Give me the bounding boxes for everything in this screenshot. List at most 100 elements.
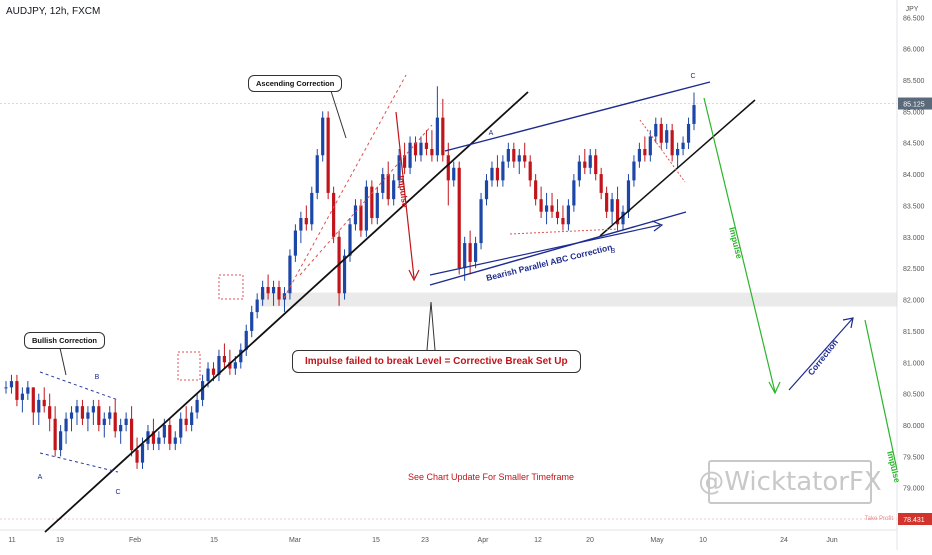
candle-body (42, 399, 46, 407)
candle-body (392, 180, 396, 200)
candle-body (151, 431, 156, 444)
candle-body (523, 155, 527, 162)
candle-body (97, 406, 101, 425)
candle-body (648, 136, 652, 156)
x-tick-label: 15 (210, 537, 218, 544)
candle-body (206, 368, 210, 382)
candle-body (102, 418, 106, 425)
candle-body (304, 218, 308, 225)
candle-body (135, 450, 139, 463)
candle-body (64, 418, 68, 432)
x-tick-label: 15 (372, 537, 380, 544)
abc-channel-upper (444, 81, 711, 152)
candle-body (566, 205, 571, 225)
candle-body (550, 205, 554, 212)
correction-label: Correction (806, 337, 840, 377)
candle-body (15, 381, 19, 400)
wave-label-c-right: C (690, 73, 695, 80)
x-tick-label: Mar (289, 537, 302, 544)
y-tick-label: 79.000 (903, 486, 925, 493)
candle-body (353, 205, 358, 225)
currency-label: JPY (906, 6, 919, 13)
candle-body (364, 186, 368, 231)
candle-body (326, 117, 330, 193)
correction-arrowhead (842, 317, 854, 329)
candle-body (86, 412, 90, 419)
abc-channel-lower (429, 211, 687, 286)
candle-body (119, 425, 123, 432)
red-box (177, 351, 201, 381)
bullish-correction-callout: Bullish Correction (24, 332, 106, 349)
red-dashed-line (639, 119, 686, 183)
price-axis-panel (897, 0, 932, 550)
wave-label-b-left: B (95, 374, 100, 381)
candle-body (113, 412, 117, 432)
candle-body (539, 199, 543, 212)
candle-body (69, 412, 74, 419)
abc-arrow-line (429, 224, 661, 276)
candle-body (605, 192, 609, 212)
low-tag-bg (898, 513, 932, 525)
candle-body (452, 167, 456, 181)
candle-body (228, 362, 232, 369)
candle-body (315, 155, 319, 193)
candle-body (184, 418, 188, 425)
x-tick-label: Apr (478, 537, 490, 544)
candle-body (293, 230, 297, 256)
support-zone (260, 292, 897, 307)
candle-body (31, 387, 35, 413)
take-profit-note: Take Profit (865, 516, 894, 522)
candle-body (375, 192, 379, 218)
candle-body (670, 130, 674, 156)
y-tick-label: 83.000 (903, 235, 925, 242)
candle-body (659, 123, 663, 143)
candle-body (665, 130, 669, 143)
candle-body (577, 161, 581, 181)
impulse-arrowhead-red (408, 269, 420, 282)
candle-body (26, 387, 30, 394)
bull-channel-lower (39, 452, 119, 473)
candle-body (266, 287, 270, 294)
x-tick-label: 23 (421, 537, 429, 544)
candle-body (413, 142, 418, 156)
candle-body (555, 211, 560, 218)
y-tick-label: 81.000 (903, 360, 925, 367)
impulse-arrow-green (703, 97, 776, 393)
candle-body (615, 199, 620, 225)
candle-body (179, 418, 183, 438)
candle-body (588, 155, 592, 168)
candle-body (594, 155, 598, 175)
bull-channel-upper (39, 371, 119, 401)
y-tick-label: 86.500 (903, 15, 925, 22)
candle-body (124, 418, 128, 425)
wave-label-a-left: A (38, 474, 43, 481)
main-trendline (44, 91, 529, 533)
y-tick-label: 79.500 (903, 454, 925, 461)
candle-body (610, 199, 614, 212)
candle-body (468, 243, 472, 262)
candle-body (342, 255, 347, 294)
candle-body (441, 117, 445, 156)
candle-body (506, 149, 510, 162)
candle-body (686, 123, 691, 143)
candle-body (681, 142, 685, 149)
candle-body (463, 243, 467, 269)
y-tick-label: 80.000 (903, 423, 925, 430)
impulse-arrow-green-2 (864, 319, 898, 471)
candle-body (473, 243, 478, 262)
x-tick-label: 24 (780, 537, 788, 544)
low-tag-label: 78.431 (903, 517, 925, 524)
candle-body (108, 412, 112, 419)
candle-body (59, 431, 63, 451)
wave-label-a-right: A (489, 130, 494, 137)
candle-body (446, 155, 450, 181)
candle-body (250, 312, 254, 331)
abc-arrowhead (651, 220, 664, 232)
impulse-arrowhead-green (768, 381, 781, 395)
candle-body (20, 393, 24, 400)
x-tick-label: 20 (586, 537, 594, 544)
candle-body (211, 368, 216, 375)
candle-body (37, 399, 41, 413)
